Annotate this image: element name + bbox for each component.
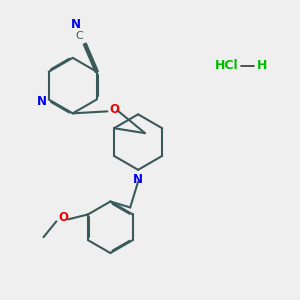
Text: H: H [257, 59, 267, 72]
Text: N: N [71, 18, 81, 31]
Text: O: O [58, 211, 68, 224]
Text: O: O [109, 103, 119, 116]
Text: HCl: HCl [214, 59, 238, 72]
Text: C: C [75, 31, 83, 41]
Text: N: N [133, 173, 143, 186]
Text: N: N [37, 95, 47, 108]
